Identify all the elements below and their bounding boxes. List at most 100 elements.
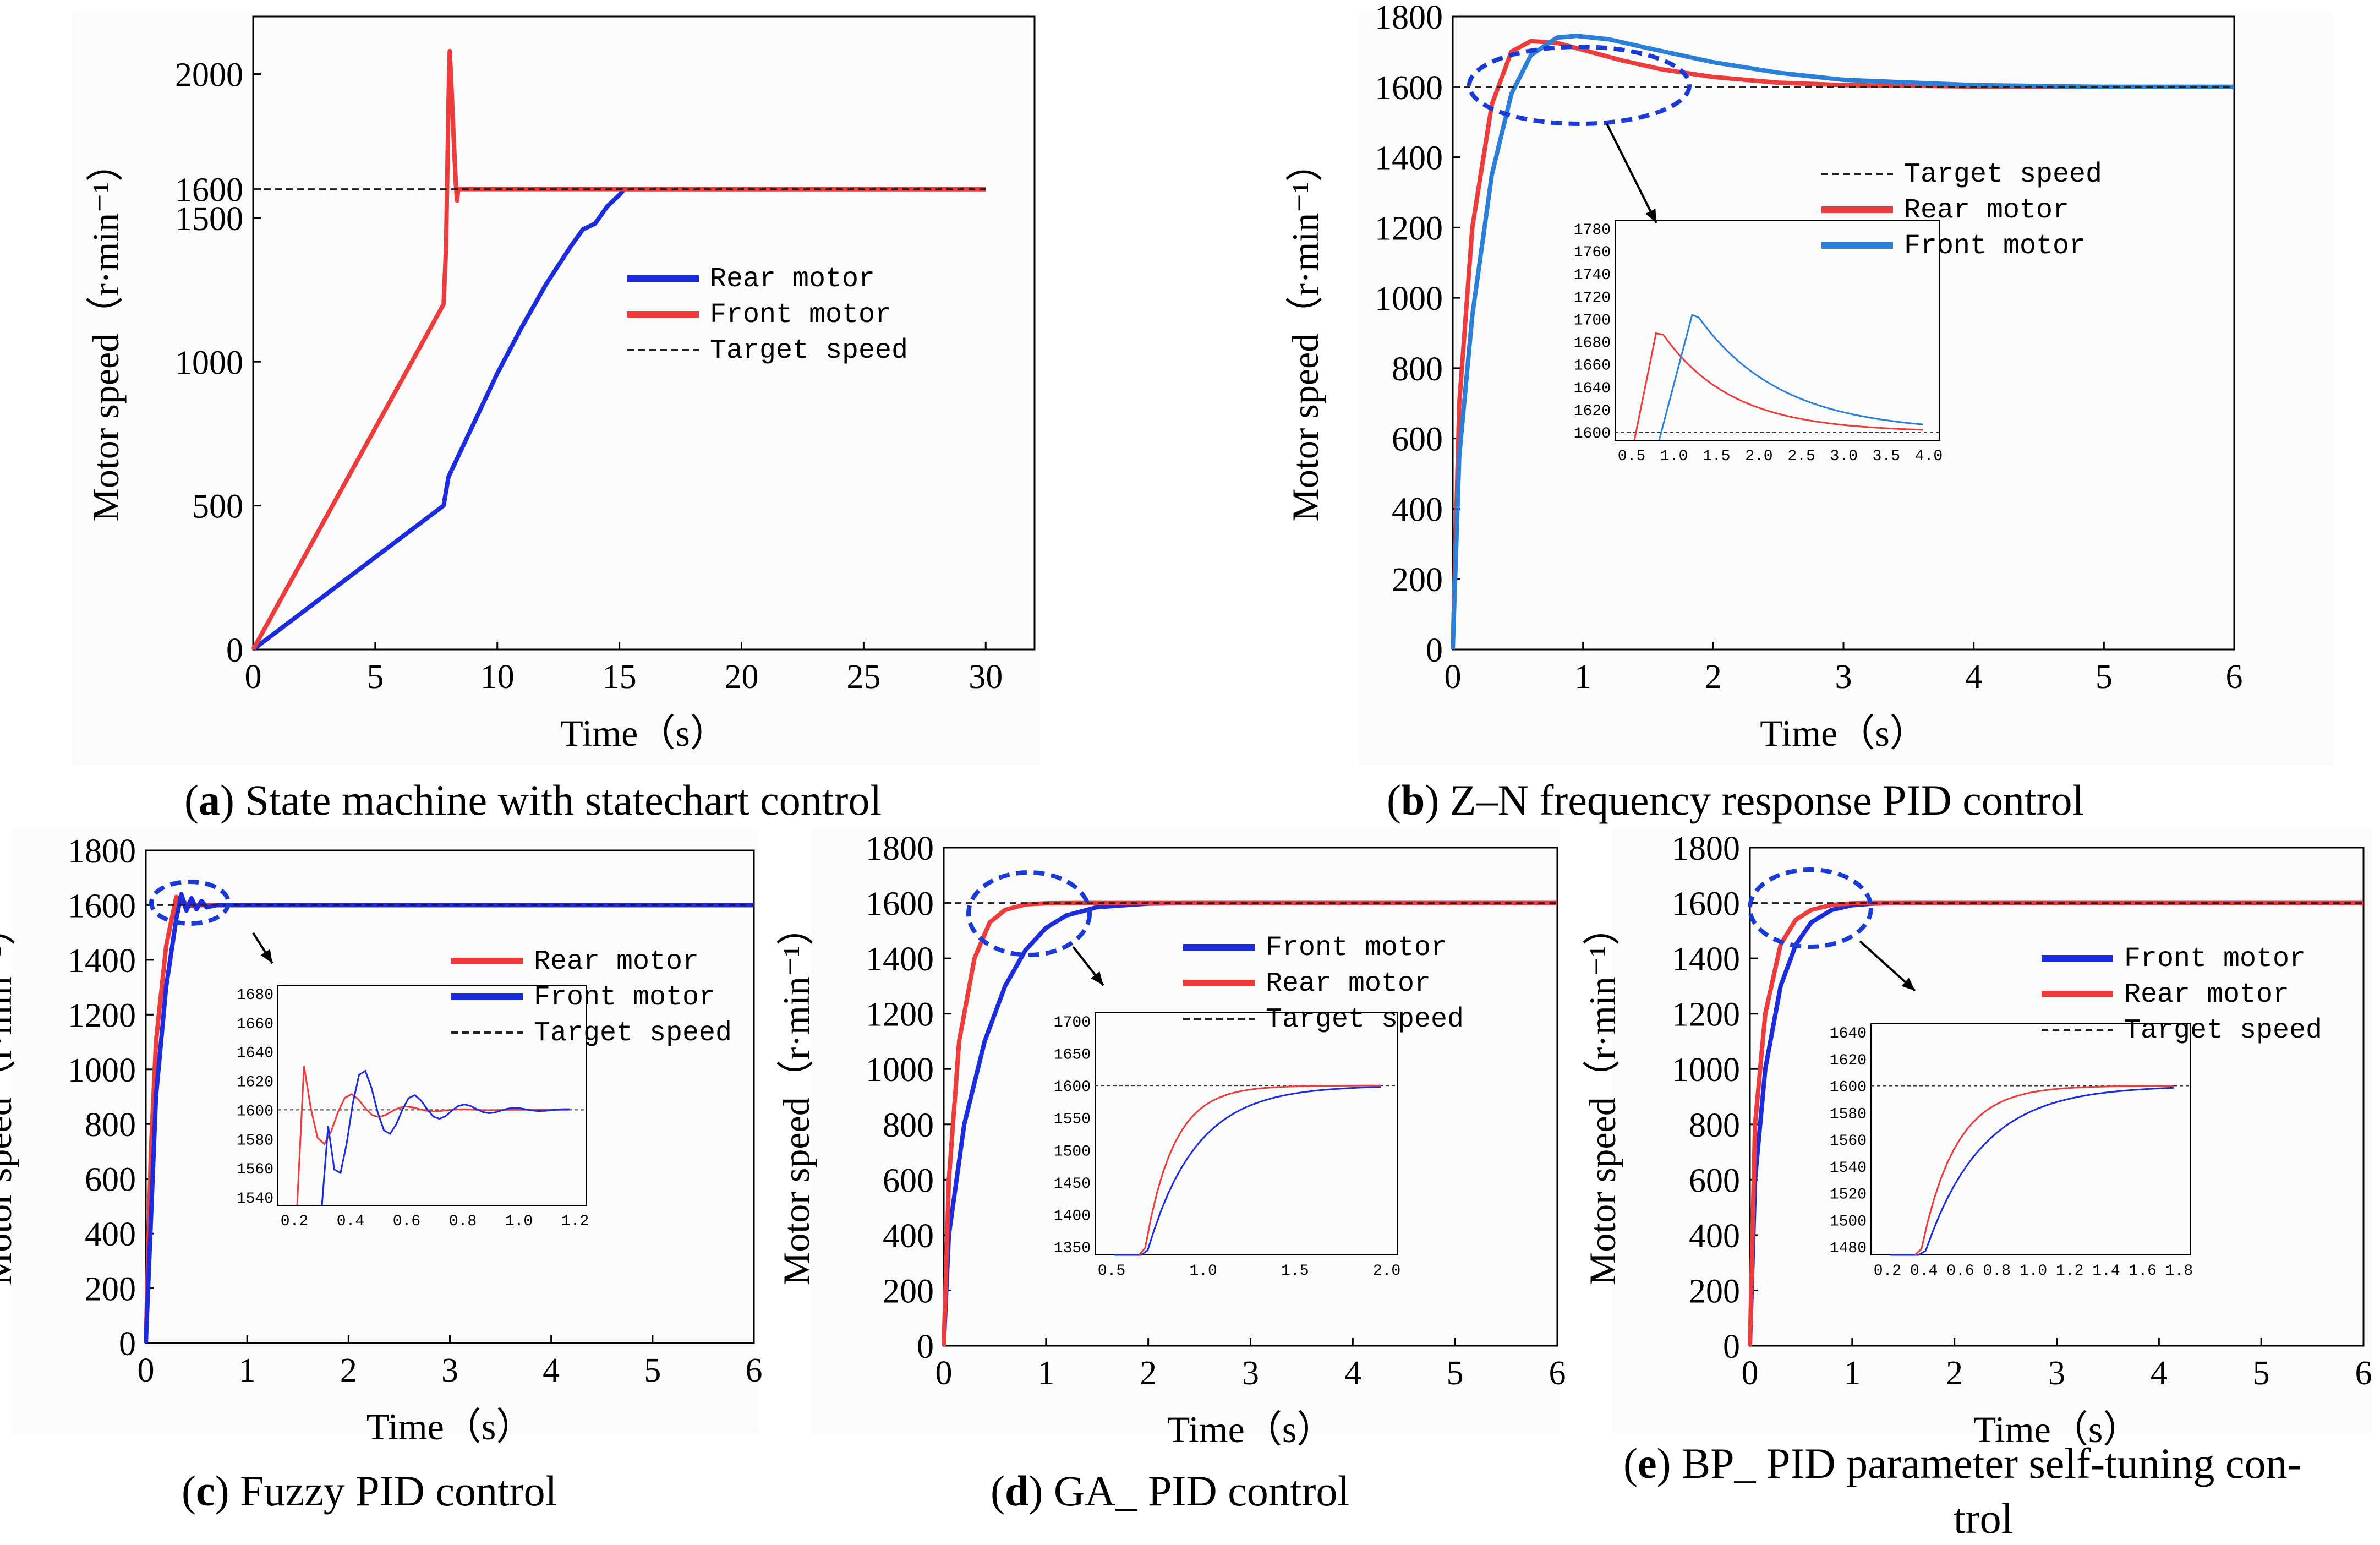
inset-y-tick-label: 1540 — [1830, 1160, 1867, 1177]
series-line-front-motor — [251, 48, 986, 651]
y-tick-label: 500 — [192, 488, 243, 526]
x-tick-label: 1 — [239, 1352, 256, 1389]
legend-label: Front motor — [1266, 932, 1447, 964]
inset-x-tick-label: 0.8 — [449, 1213, 477, 1230]
inset-y-tick-label: 1450 — [1054, 1176, 1091, 1193]
inset-x-tick-label: 1.2 — [561, 1213, 589, 1230]
inset-y-tick-label: 1600 — [237, 1103, 273, 1120]
x-tick-label: 5 — [366, 658, 384, 696]
inset-x-tick-label: 1.0 — [1660, 448, 1688, 465]
inset-y-tick-label: 1620 — [237, 1074, 273, 1091]
inset-x-tick-label: 0.8 — [1983, 1263, 2011, 1280]
legend-label: Front motor — [710, 299, 891, 331]
inset-series-line — [1914, 1085, 2174, 1256]
x-tick-label: 2 — [340, 1352, 357, 1389]
inset-y-tick-label: 1600 — [1830, 1079, 1867, 1096]
y-tick-label: 0 — [1723, 1328, 1740, 1366]
x-tick-label: 6 — [2355, 1355, 2372, 1392]
x-tick-label: 20 — [725, 658, 759, 696]
legend-label: Front motor — [534, 982, 715, 1013]
inset-series-line — [1114, 1086, 1382, 1256]
y-tick-label: 1800 — [68, 833, 136, 870]
x-tick-label: 4 — [1965, 658, 1982, 696]
inset-y-tick-label: 1700 — [1574, 312, 1611, 329]
inset-y-tick-label: 1680 — [1574, 335, 1611, 352]
panel-background — [812, 828, 1560, 1434]
legend-label: Front motor — [2124, 943, 2306, 975]
y-tick-label: 1400 — [866, 941, 934, 978]
inset-x-tick-label: 1.5 — [1281, 1263, 1309, 1280]
inset-x-tick-label: 2.0 — [1745, 448, 1772, 465]
chart-b: 0 1 2 3 4 5 6 0 200 400 600 800 1000 1200 1400 1600 1800… — [1284, 0, 2333, 824]
legend-label: Target speed — [1266, 1004, 1464, 1035]
inset-x-tick-label: 1.0 — [2020, 1263, 2047, 1280]
zoom-arrow-head — [1645, 209, 1656, 223]
panel-caption: (d) GA_ PID control — [991, 1467, 1349, 1515]
inset-y-tick-label: 1540 — [237, 1191, 273, 1208]
inset-y-tick-label: 1620 — [1830, 1052, 1867, 1069]
legend-label: Target speed — [710, 335, 908, 367]
inset-y-tick-label: 1640 — [1830, 1025, 1867, 1042]
panel-caption: (b) Z–N frequency response PID control — [1387, 776, 2084, 824]
inset-series-line — [1633, 332, 1924, 441]
inset-y-tick-label: 1740 — [1574, 267, 1611, 284]
y-tick-label: 1000 — [68, 1052, 136, 1089]
y-tick-label: 800 — [85, 1106, 136, 1144]
y-axis-title: Motor speed（r·min⁻¹） — [0, 908, 19, 1285]
inset-y-tick-label: 1760 — [1574, 244, 1611, 261]
y-tick-label: 1600 — [1375, 69, 1443, 107]
inset-y-tick-label: 1680 — [237, 987, 273, 1004]
inset-x-tick-label: 3.0 — [1830, 448, 1858, 465]
inset-x-tick-label: 4.0 — [1915, 448, 1943, 465]
y-tick-label: 200 — [85, 1271, 136, 1308]
series-line-rear-motor — [251, 187, 986, 652]
y-tick-label: 2000 — [175, 57, 243, 94]
inset-x-tick-label: 1.4 — [2092, 1263, 2120, 1280]
x-tick-label: 6 — [2226, 658, 2243, 696]
y-tick-label: 1200 — [866, 996, 934, 1034]
y-tick-label: 800 — [883, 1107, 934, 1144]
y-tick-label: 1400 — [1672, 941, 1740, 978]
x-tick-label: 10 — [480, 658, 515, 696]
y-tick-label: 0 — [119, 1325, 136, 1363]
panel-background — [1359, 11, 2333, 765]
inset-y-tick-label: 1600 — [1054, 1079, 1091, 1096]
inset-x-tick-label: 0.2 — [281, 1213, 308, 1230]
y-tick-label: 600 — [883, 1162, 934, 1199]
series-line-rear-motor — [1451, 39, 2234, 650]
x-tick-label: 6 — [1549, 1355, 1566, 1392]
x-tick-label: 0 — [935, 1355, 953, 1392]
y-tick-label: 1800 — [1375, 0, 1443, 36]
x-tick-label: 5 — [2096, 658, 2113, 696]
inset-y-tick-label: 1650 — [1054, 1047, 1091, 1064]
y-tick-label: 200 — [883, 1273, 934, 1310]
y-tick-label: 1800 — [1672, 830, 1740, 867]
y-tick-label: 1000 — [1672, 1051, 1740, 1089]
inset-x-tick-label: 1.8 — [2165, 1263, 2193, 1280]
y-axis-title: Motor speed（r·min⁻¹） — [1284, 144, 1326, 521]
y-tick-label: 800 — [1392, 351, 1443, 388]
y-tick-label: 1600 — [1672, 886, 1740, 923]
inset-x-tick-label: 2.0 — [1373, 1263, 1400, 1280]
inset-series-line — [1890, 1087, 2174, 1256]
inset-y-tick-label: 1660 — [1574, 358, 1611, 375]
chart-c: 0 1 2 3 4 5 6 0 200 400 600 800 1000 1200 1400 1600 1800… — [0, 828, 763, 1515]
legend-label: Target speed — [534, 1018, 732, 1049]
y-tick-label: 600 — [85, 1161, 136, 1199]
zoom-ellipse — [149, 880, 231, 926]
y-tick-label: 1200 — [1375, 210, 1443, 247]
legend-label: Target speed — [2124, 1015, 2322, 1046]
x-tick-label: 0 — [245, 658, 262, 696]
x-tick-label: 3 — [1835, 658, 1852, 696]
panel-background — [1612, 828, 2372, 1434]
y-tick-label: 400 — [1689, 1218, 1740, 1255]
inset-y-tick-label: 1620 — [1574, 403, 1611, 420]
inset-y-tick-label: 1660 — [237, 1016, 273, 1033]
panel-caption: (c) Fuzzy PID control — [182, 1467, 557, 1515]
inset-y-tick-label: 1700 — [1054, 1014, 1091, 1031]
y-axis-title: Motor speed（r·min⁻¹） — [85, 144, 127, 521]
inset-series-line — [321, 1069, 570, 1206]
chart-e: 0 1 2 3 4 5 6 0 200 400 600 800 1000 1200 1400 1600 1800… — [1582, 828, 2372, 1542]
